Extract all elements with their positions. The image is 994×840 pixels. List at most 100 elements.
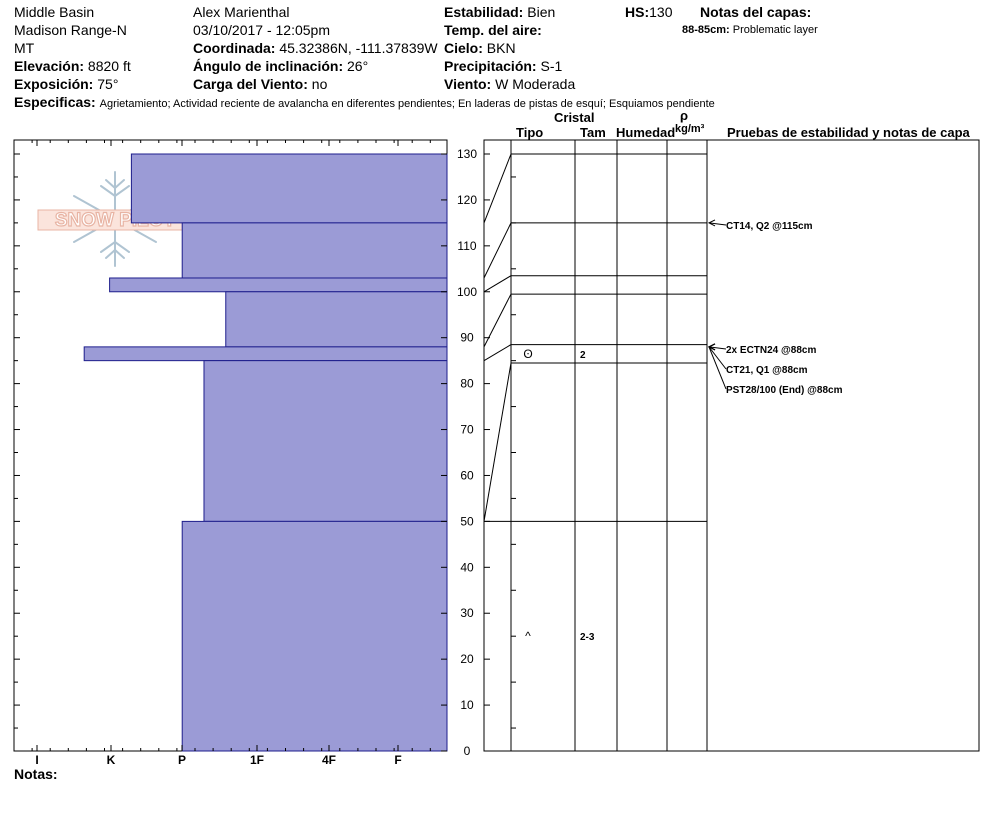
incline-value: 26° [347,58,369,74]
layer-note-range: 88-85cm: [682,24,730,36]
depth-tick-label: 90 [460,331,474,345]
humedad-header: Humedad [616,125,676,140]
specifics-label: Especificas: [14,94,96,110]
coordinate-label: Coordinada: [193,40,276,56]
test-pointer [708,346,727,390]
specifics-text: Agrietamiento; Actividad reciente de ava… [99,98,715,110]
stability-test-label: CT14, Q2 @115cm [726,221,813,232]
depth-tick-label: 50 [460,514,474,528]
specifics-row: Especificas: Agrietamiento; Actividad re… [14,94,715,110]
layer-lines [483,153,707,522]
sky-row: Cielo: BKN [444,40,516,56]
crystal-type-symbol: ^ [525,629,531,643]
density-unit-header: kg/m³ [675,123,705,135]
x-tick-label: P [178,753,186,767]
layer-connector [483,362,512,522]
depth-tick-label: 70 [460,423,474,437]
x-tick-label: F [394,753,401,767]
layer-connector [483,275,512,293]
hardness-bar [203,360,448,522]
x-tick-label: 4F [322,753,336,767]
range-name: Madison Range-N [14,22,127,38]
arrow-icon [707,219,716,227]
precip-label: Precipitación: [444,58,537,74]
hs-value: 130 [649,4,673,20]
wind-load-row: Carga del Viento: no [193,76,327,92]
hardness-bars [83,153,448,752]
rho-header: ρ [680,108,689,123]
layer-note-text: Problematic layer [732,24,818,36]
test-pointer [708,222,727,226]
aspect-value: 75° [97,76,119,92]
sky-label: Cielo: [444,40,483,56]
cristal-header: Cristal [554,110,595,125]
stability-value: Bien [527,4,556,20]
tests-header: Pruebas de estabilidad y notas de capa [727,125,970,140]
depth-tick-label: 110 [457,239,476,253]
wind-label: Viento: [444,76,492,92]
layer-connector [483,153,512,224]
air-temp-row: Temp. del aire: [444,22,542,38]
hardness-bar [83,346,448,362]
stability-row: Estabilidad: Bien [444,4,555,20]
depth-axis: 0 10 20 30 40 50 60 70 80 90 100 110 120 130 [14,147,490,758]
stability-tests: CT14, Q2 @115cm 2x ECTN24 @88cm CT21, Q1 @… [707,219,843,396]
depth-minor-ticks [14,176,516,729]
depth-tick-label: 40 [460,560,474,574]
depth-tick-label: 20 [460,652,474,666]
state-name: MT [14,40,35,56]
depth-tick-label: 60 [460,468,474,482]
hs-label: HS: [625,4,650,20]
crystal-size: 2-3 [580,632,595,643]
test-pointer [708,346,727,370]
stability-test-label: CT21, Q1 @88cm [726,365,808,376]
test-pointer [708,346,727,350]
wind-value: W Moderada [495,76,576,92]
hardness-bar [181,520,448,752]
tipo-header: Tipo [516,125,544,140]
stability-label: Estabilidad: [444,4,524,20]
depth-tick-label: 30 [460,606,474,620]
depth-tick-label: 120 [457,193,477,207]
layer-connector [483,344,512,362]
x-tick-label: K [107,753,116,767]
precip-row: Precipitación: S-1 [444,58,562,74]
stratigraphy-panel-frame [483,139,980,752]
layer-connector [483,222,512,279]
hardness-bar [181,222,448,279]
depth-tick-label: 130 [457,147,477,161]
precip-value: S-1 [540,58,563,74]
depth-tick-label: 80 [460,377,474,391]
aspect-label: Exposición: [14,76,94,92]
wind-load-label: Carga del Viento: [193,76,308,92]
arrow-icon [707,343,716,351]
depth-tick-label: 0 [464,744,471,758]
hardness-bar [109,277,448,293]
depth-tick-label: 10 [460,698,474,712]
depth-tick-label: 100 [457,285,477,299]
aspect-row: Exposición: 75° [14,76,118,92]
crystal-type-symbol: ʘ [523,347,532,361]
wind-row: Viento: W Moderada [444,76,575,92]
layer-connector [483,293,512,348]
x-tick-label: 1F [250,753,264,767]
tam-header: Tam [580,125,606,140]
sky-value: BKN [486,40,516,56]
hardness-bar [225,291,448,348]
stability-test-label: PST28/100 (End) @88cm [726,385,843,396]
x-tick-label: I [35,753,38,767]
crystal-size: 2 [580,350,586,361]
coordinate-value: 45.32386N, -111.37839W [279,40,438,56]
hs-row: HS:130 [625,4,672,20]
observation-datetime: 03/10/2017 - 12:05pm [193,22,330,38]
incline-label: Ángulo de inclinación: [193,58,344,74]
incline-row: Ángulo de inclinación: 26° [193,58,368,74]
coordinate-row: Coordinada: 45.32386N, -111.37839W [193,40,438,56]
observer-name: Alex Marienthal [193,4,290,20]
hardness-x-axis: I K P 1F 4F F [13,140,431,767]
elevation-row: Elevación: 8820 ft [14,58,131,74]
crystal-entries: ʘ 2 ^ 2-3 [523,347,595,643]
notes-label: Notas: [14,766,58,782]
location-name: Middle Basin [14,4,95,20]
